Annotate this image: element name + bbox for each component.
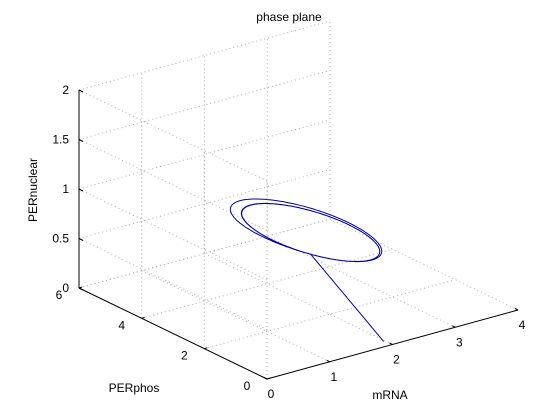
x-axis-label: mRNA xyxy=(372,388,407,402)
x-tick-label: 2 xyxy=(393,353,400,367)
x-tick-label: 4 xyxy=(519,318,526,332)
grid-line xyxy=(329,218,519,311)
grid-line xyxy=(204,253,393,345)
y-tick-mark xyxy=(141,316,145,319)
grid-line xyxy=(204,279,456,350)
x-tick-mark xyxy=(389,342,393,345)
data-layer xyxy=(229,198,385,342)
y-tick-mark xyxy=(204,347,208,350)
x-tick-label: 1 xyxy=(330,370,337,384)
labels-layer: phase plane mRNA PERphos PERnuclear 0 1 2 3… xyxy=(26,10,526,402)
z-tick-label: 2 xyxy=(62,83,69,97)
grid-line xyxy=(78,70,331,140)
grid-line xyxy=(78,188,268,281)
y-tick-mark xyxy=(266,377,271,380)
x-tick-label: 3 xyxy=(456,335,463,349)
grid-line xyxy=(78,119,331,190)
x-tick-mark xyxy=(326,359,331,363)
trajectory-line xyxy=(229,198,385,342)
z-tick-mark xyxy=(78,139,84,142)
x-tick-mark xyxy=(514,308,519,311)
grid-line xyxy=(78,218,331,289)
y-tick-label: 4 xyxy=(118,318,125,332)
y-axis-line xyxy=(78,287,268,380)
z-tick-label: 1 xyxy=(62,182,69,196)
x-tick-mark xyxy=(263,377,268,380)
grid-line xyxy=(78,89,268,182)
z-tick-label: 0.5 xyxy=(52,232,69,246)
y-axis-label: PERphos xyxy=(109,381,160,395)
grid-line xyxy=(78,238,268,330)
grid-line xyxy=(78,139,268,231)
axes-layer xyxy=(78,89,519,380)
z-tick-mark xyxy=(78,287,84,291)
x-tick-label: 0 xyxy=(268,387,275,401)
grid-line xyxy=(141,270,331,363)
grid-line xyxy=(78,169,331,239)
chart-title: phase plane xyxy=(256,10,322,24)
grid-line xyxy=(78,20,331,91)
z-tick-mark xyxy=(78,238,84,241)
y-tick-label: 6 xyxy=(56,288,63,302)
y-tick-label: 0 xyxy=(244,379,251,393)
x-tick-mark xyxy=(452,325,456,328)
z-tick-label: 1.5 xyxy=(52,133,69,147)
grid-line xyxy=(141,248,393,319)
grid-line xyxy=(267,235,456,328)
z-tick-mark xyxy=(78,89,84,93)
z-axis-label: PERnuclear xyxy=(26,158,40,222)
z-tick-mark xyxy=(78,188,84,192)
z-tick-label: 0 xyxy=(62,281,69,295)
y-tick-label: 2 xyxy=(181,349,188,363)
